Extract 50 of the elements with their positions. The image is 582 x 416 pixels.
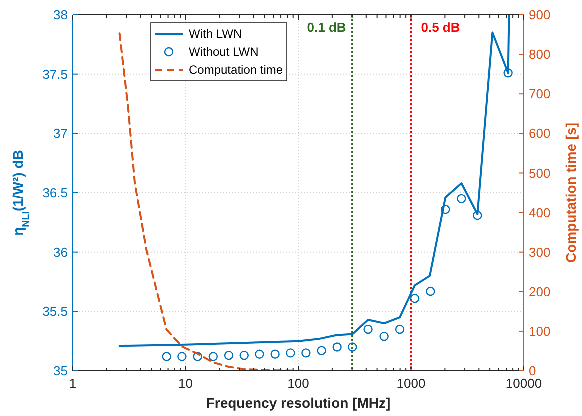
y-tick-label: 38: [54, 8, 68, 23]
point: [380, 332, 389, 342]
y2-tick-label: 400: [529, 205, 551, 220]
point: [410, 294, 420, 304]
point: [178, 352, 187, 362]
legend-label: Without LWN: [189, 45, 259, 60]
y2-tick-label: 800: [529, 47, 551, 62]
point: [162, 352, 172, 362]
x-tick-label: 100: [288, 376, 310, 391]
y2-tick-label: 300: [529, 244, 551, 260]
point: [317, 346, 326, 356]
point: [224, 350, 234, 360]
point: [364, 324, 373, 334]
point: [348, 342, 358, 352]
point: [457, 194, 466, 204]
y-tick-label: 37: [54, 126, 68, 142]
y2-tick-label: 500: [529, 166, 551, 181]
y-tick-label: 35.5: [42, 304, 68, 320]
legend-label: Computation time: [189, 63, 284, 78]
point: [426, 286, 436, 296]
y2-tick-label: 200: [529, 284, 551, 300]
y2-tick-label: 100: [529, 324, 551, 339]
point: [270, 350, 280, 359]
point: [240, 350, 249, 360]
point: [395, 324, 405, 334]
point: [332, 342, 342, 352]
y-tick-label: 36: [54, 244, 68, 260]
x-tick-label: 10000: [506, 376, 542, 391]
point: [193, 352, 202, 362]
x-tick-label: 1: [69, 376, 77, 391]
x-tick-label: 10: [178, 376, 193, 391]
point: [441, 205, 450, 214]
y-tick-label: 36.5: [42, 186, 68, 201]
ref-line-label: 0.1 dB: [307, 20, 346, 35]
y2-axis-title: Computation time [s]: [563, 123, 579, 263]
y2-tick-label: 700: [529, 86, 551, 102]
y2-tick-label: 600: [529, 126, 551, 142]
x-axis-title: Frequency resolution [MHz]: [206, 395, 391, 411]
point: [473, 210, 482, 220]
ref-line-label: 0.5 dB: [421, 20, 460, 35]
y-tick-label: 35: [54, 364, 68, 379]
point: [255, 350, 264, 359]
point: [302, 348, 311, 358]
legend-label: With LWN: [189, 27, 242, 42]
y2-tick-label: 900: [529, 8, 551, 23]
point: [208, 352, 218, 362]
y-tick-label: 37.5: [42, 66, 68, 82]
point: [286, 348, 296, 358]
y2-tick-label: 0: [529, 364, 536, 379]
x-tick-label: 1000: [396, 376, 426, 391]
